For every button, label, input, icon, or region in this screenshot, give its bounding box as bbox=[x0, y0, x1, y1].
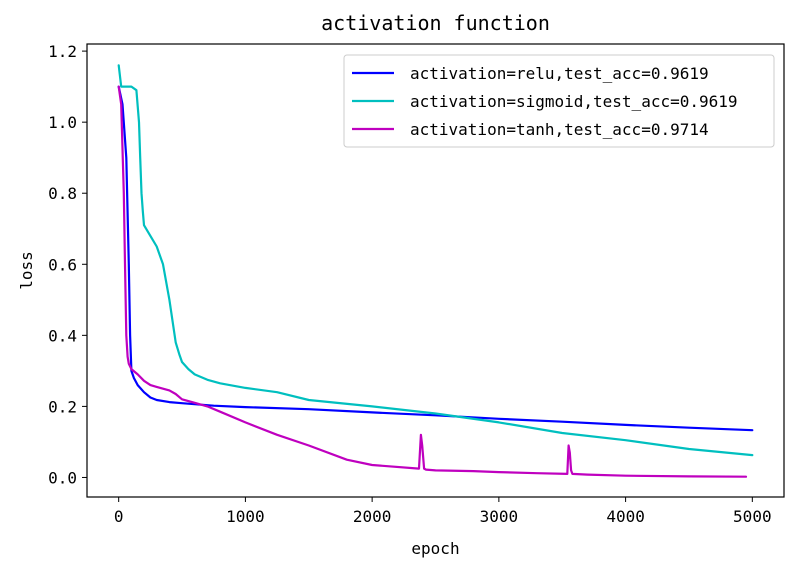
x-tick-label: 4000 bbox=[606, 507, 645, 526]
series-line-1 bbox=[117, 85, 754, 432]
legend-entry-2: activation=sigmoid,test_acc=0.9619 bbox=[410, 92, 738, 111]
y-tick-label: 0.2 bbox=[48, 397, 77, 416]
x-tick-label: 5000 bbox=[733, 507, 772, 526]
series-line-3 bbox=[117, 85, 748, 478]
x-tick-label: 3000 bbox=[480, 507, 519, 526]
x-tick-label: 2000 bbox=[353, 507, 392, 526]
x-axis-ticks: 0 1000 2000 3000 4000 5000 bbox=[114, 497, 772, 526]
y-axis-ticks: 0.0 0.2 0.4 0.6 0.8 1.0 1.2 bbox=[48, 42, 87, 487]
y-tick-label: 1.0 bbox=[48, 113, 77, 132]
legend: activation=relu,test_acc=0.9619 activatio… bbox=[343, 54, 775, 148]
chart-title: activation function bbox=[321, 11, 550, 35]
y-tick-label: 0.4 bbox=[48, 326, 77, 345]
series-layer bbox=[117, 64, 754, 478]
legend-entry-3: activation=tanh,test_acc=0.9714 bbox=[410, 120, 709, 139]
plot-frame bbox=[86, 43, 785, 498]
y-tick-label: 0.6 bbox=[48, 255, 77, 274]
legend-entry-1: activation=relu,test_acc=0.9619 bbox=[410, 64, 709, 83]
y-tick-label: 0.8 bbox=[48, 184, 77, 203]
x-axis-label: epoch bbox=[411, 539, 459, 558]
x-tick-label: 0 bbox=[114, 507, 124, 526]
x-tick-label: 1000 bbox=[226, 507, 265, 526]
legend-box bbox=[343, 54, 775, 148]
y-axis-label: loss bbox=[17, 251, 36, 290]
y-tick-label: 1.2 bbox=[48, 42, 77, 61]
y-tick-label: 0.0 bbox=[48, 468, 77, 487]
series-line-2 bbox=[117, 64, 754, 457]
